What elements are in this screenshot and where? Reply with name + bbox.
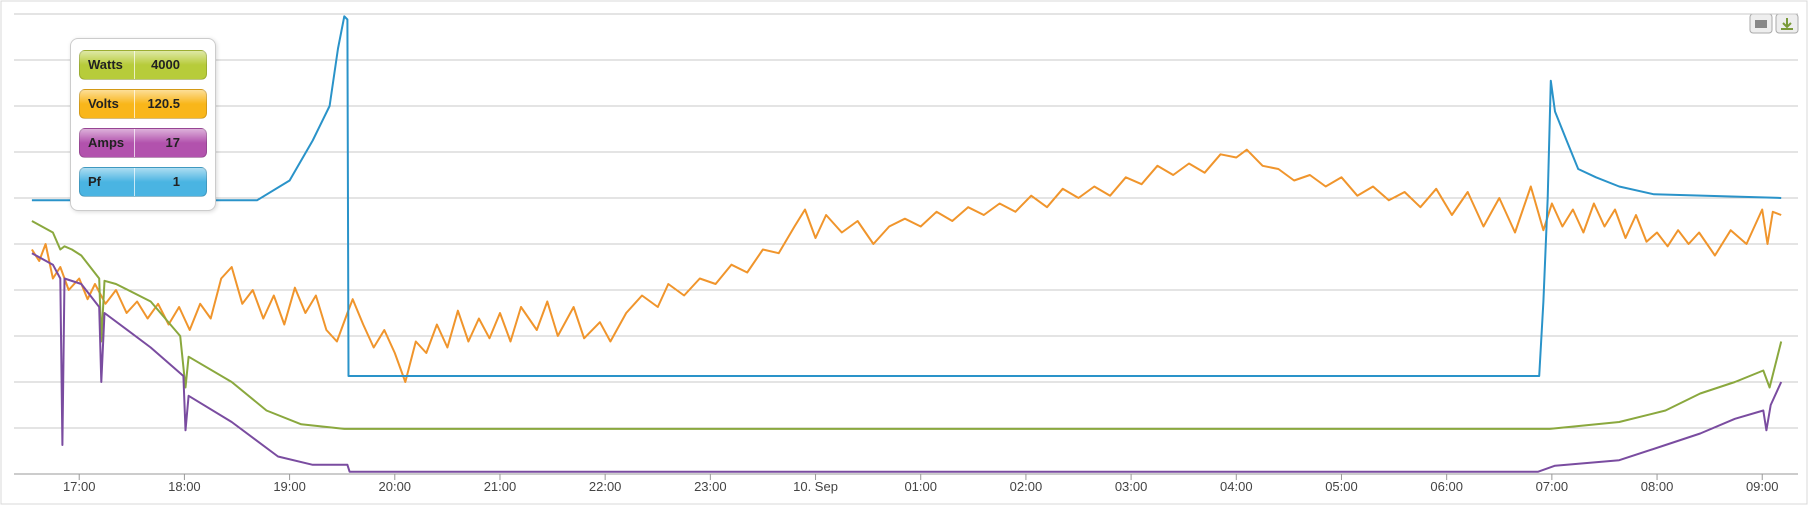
readout-panel: Watts 4000 Volts 120.5 Amps 17 Pf 1 xyxy=(70,38,216,211)
x-tick-label: 09:00 xyxy=(1746,479,1779,494)
x-tick-label: 08:00 xyxy=(1641,479,1674,494)
readout-row[interactable]: Amps 17 xyxy=(79,128,207,158)
readout-value: 1 xyxy=(172,174,180,189)
readout-value: 17 xyxy=(165,135,180,150)
x-tick-label: 21:00 xyxy=(484,479,517,494)
x-tick-label: 22:00 xyxy=(589,479,622,494)
x-tick-label: 17:00 xyxy=(63,479,96,494)
x-tick-label: 04:00 xyxy=(1220,479,1253,494)
legend-label: Pf xyxy=(80,168,135,196)
x-tick-label: 06:00 xyxy=(1430,479,1463,494)
legend-label: Volts xyxy=(80,90,135,118)
readout-row[interactable]: Watts 4000 xyxy=(79,50,207,80)
series-line xyxy=(31,252,1783,473)
series-line xyxy=(31,15,1782,377)
x-tick-label: 07:00 xyxy=(1536,479,1569,494)
series-line xyxy=(31,220,1783,430)
x-tick-label: 10. Sep xyxy=(793,479,838,494)
x-tick-label: 23:00 xyxy=(694,479,727,494)
readout-row[interactable]: Pf 1 xyxy=(79,167,207,197)
x-tick-label: 01:00 xyxy=(904,479,937,494)
print-icon xyxy=(1755,20,1767,28)
series-line xyxy=(31,148,1782,383)
readout-value: 4000 xyxy=(151,57,180,72)
x-tick-label: 20:00 xyxy=(379,479,412,494)
legend-label: Amps xyxy=(80,129,135,157)
legend-label: Watts xyxy=(80,51,135,79)
readout-row[interactable]: Volts 120.5 xyxy=(79,89,207,119)
x-tick-label: 03:00 xyxy=(1115,479,1148,494)
readout-value: 120.5 xyxy=(147,96,180,111)
x-tick-label: 19:00 xyxy=(273,479,306,494)
x-tick-label: 18:00 xyxy=(168,479,201,494)
x-tick-label: 02:00 xyxy=(1010,479,1043,494)
x-tick-label: 05:00 xyxy=(1325,479,1358,494)
download-icon xyxy=(1781,18,1793,30)
